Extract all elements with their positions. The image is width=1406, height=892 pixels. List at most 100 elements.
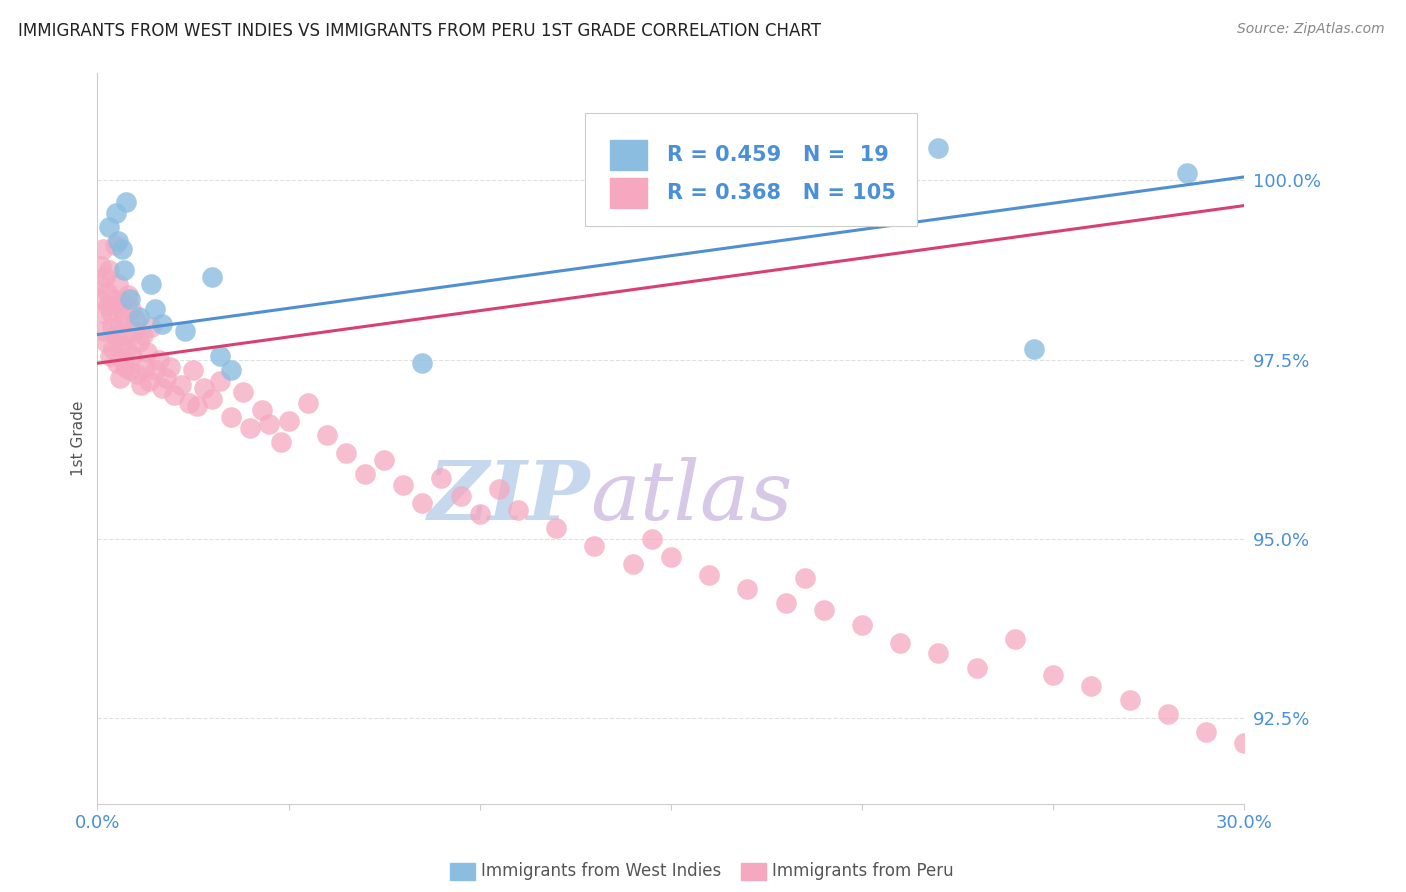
Point bbox=[97, 263, 120, 277]
Point bbox=[101, 320, 124, 334]
Point bbox=[122, 324, 145, 338]
Point bbox=[354, 467, 377, 482]
Point bbox=[179, 395, 201, 409]
Point bbox=[297, 395, 319, 409]
Point bbox=[93, 324, 115, 338]
Point bbox=[232, 384, 254, 399]
Point bbox=[277, 413, 299, 427]
Point bbox=[1042, 668, 1064, 682]
Point bbox=[118, 363, 141, 377]
Point bbox=[392, 478, 415, 492]
Point bbox=[335, 446, 357, 460]
Point bbox=[150, 317, 173, 331]
Point bbox=[966, 661, 988, 675]
Point bbox=[1080, 679, 1102, 693]
Point bbox=[134, 359, 156, 374]
Point bbox=[139, 277, 162, 292]
FancyBboxPatch shape bbox=[585, 113, 918, 227]
Point bbox=[110, 317, 132, 331]
Point bbox=[659, 549, 682, 564]
Text: atlas: atlas bbox=[591, 457, 793, 537]
Point bbox=[450, 489, 472, 503]
Point bbox=[118, 292, 141, 306]
Point bbox=[193, 381, 215, 395]
Point bbox=[121, 349, 143, 363]
Point bbox=[927, 141, 949, 155]
Point bbox=[128, 334, 150, 349]
Point bbox=[468, 507, 491, 521]
Point bbox=[110, 338, 132, 352]
Point bbox=[150, 381, 173, 395]
Point bbox=[111, 242, 134, 256]
Point bbox=[411, 496, 433, 510]
Text: Immigrants from West Indies: Immigrants from West Indies bbox=[481, 863, 721, 880]
Text: Source: ZipAtlas.com: Source: ZipAtlas.com bbox=[1237, 22, 1385, 37]
Point bbox=[219, 409, 242, 424]
Point bbox=[112, 310, 135, 324]
Point bbox=[201, 270, 224, 285]
Point bbox=[105, 356, 128, 370]
Point bbox=[105, 299, 128, 313]
Point bbox=[927, 647, 949, 661]
Point bbox=[851, 617, 873, 632]
Point bbox=[108, 370, 131, 384]
Point bbox=[112, 263, 135, 277]
Bar bbox=[610, 139, 647, 170]
Point bbox=[430, 471, 453, 485]
Text: Immigrants from Peru: Immigrants from Peru bbox=[772, 863, 953, 880]
Point bbox=[98, 349, 121, 363]
Point bbox=[94, 270, 117, 285]
Point bbox=[105, 205, 128, 219]
Point bbox=[139, 320, 162, 334]
Point bbox=[1118, 693, 1140, 707]
Point bbox=[488, 482, 510, 496]
Point bbox=[1195, 725, 1218, 739]
Point bbox=[138, 374, 160, 388]
Point bbox=[143, 363, 166, 377]
Text: IMMIGRANTS FROM WEST INDIES VS IMMIGRANTS FROM PERU 1ST GRADE CORRELATION CHART: IMMIGRANTS FROM WEST INDIES VS IMMIGRANT… bbox=[18, 22, 821, 40]
Point bbox=[239, 421, 262, 435]
Point bbox=[181, 363, 204, 377]
Point bbox=[793, 571, 815, 585]
Point bbox=[208, 374, 231, 388]
Point bbox=[148, 352, 170, 367]
Point bbox=[127, 367, 149, 381]
Text: R = 0.459   N =  19: R = 0.459 N = 19 bbox=[668, 145, 889, 165]
Point bbox=[115, 327, 138, 342]
Point bbox=[100, 306, 122, 320]
Point bbox=[96, 285, 118, 299]
Text: R = 0.368   N = 105: R = 0.368 N = 105 bbox=[668, 183, 896, 202]
Point bbox=[219, 363, 242, 377]
Point bbox=[641, 532, 664, 546]
Point bbox=[132, 327, 155, 342]
Point bbox=[107, 235, 129, 249]
Point bbox=[111, 295, 134, 310]
Point bbox=[115, 342, 138, 356]
Point bbox=[1233, 736, 1256, 750]
Point bbox=[813, 603, 835, 617]
Point bbox=[120, 302, 142, 317]
Point bbox=[373, 453, 395, 467]
Point bbox=[112, 352, 135, 367]
Point bbox=[546, 521, 568, 535]
Point bbox=[128, 310, 150, 324]
Point bbox=[91, 242, 114, 256]
Point bbox=[89, 292, 111, 306]
Text: ZIP: ZIP bbox=[427, 457, 591, 537]
Point bbox=[107, 277, 129, 292]
Point bbox=[411, 356, 433, 370]
Point bbox=[186, 399, 208, 413]
Point bbox=[97, 299, 120, 313]
Point bbox=[91, 306, 114, 320]
Point bbox=[1004, 632, 1026, 647]
Point bbox=[697, 567, 720, 582]
Bar bbox=[610, 178, 647, 208]
Point bbox=[1157, 707, 1180, 722]
Point bbox=[143, 302, 166, 317]
Point bbox=[315, 428, 337, 442]
Y-axis label: 1st Grade: 1st Grade bbox=[72, 401, 86, 476]
Point bbox=[170, 377, 193, 392]
Point bbox=[174, 324, 197, 338]
Point bbox=[115, 194, 138, 209]
Point bbox=[94, 334, 117, 349]
